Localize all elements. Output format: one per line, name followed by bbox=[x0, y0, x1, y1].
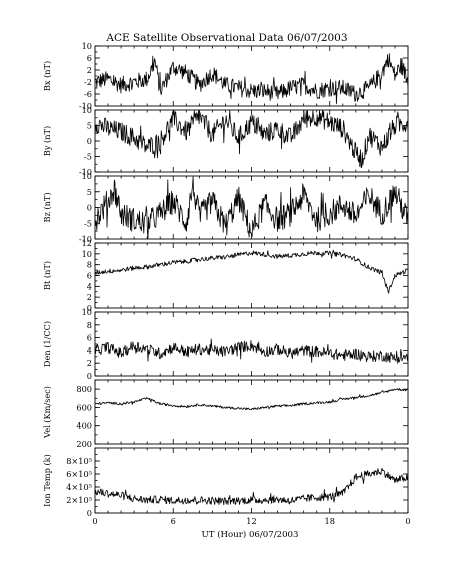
panel-temp-ytick-label: 2×10⁵ bbox=[66, 495, 92, 505]
panel-vel-trace bbox=[94, 388, 409, 411]
panel-bt-ytick-label: 8 bbox=[87, 260, 92, 270]
panel-den-ylabel: Den (1/CC) bbox=[42, 321, 52, 367]
panel-temp-ytick-label: 4×10⁵ bbox=[66, 482, 92, 492]
panel-bx-ylabel: Bx (nT) bbox=[42, 61, 52, 91]
panel-den-ytick-label: 8 bbox=[87, 320, 92, 330]
panel-bz-ytick-label: 10 bbox=[82, 171, 92, 181]
panel-bz-ytick-label: 0 bbox=[87, 203, 92, 213]
panel-temp-ytick-label: 6×10⁵ bbox=[66, 469, 92, 479]
panel-by-ytick-label: -10 bbox=[79, 167, 92, 177]
panel-bx: -10 -6 -2 2 6 10 Bx (nT) bbox=[42, 41, 409, 111]
panel-by-ylabel: By (nT) bbox=[42, 126, 52, 156]
panel-vel: 200 400 600 800 Vel (Km/sec) bbox=[42, 379, 409, 449]
panel-temp-ytick-label: 8×10⁵ bbox=[66, 456, 92, 466]
x-axis-label: UT (Hour) 06/07/2003 bbox=[202, 529, 299, 540]
panel-by: -10 -5 0 5 10 By (nT) bbox=[42, 105, 409, 177]
x-tick-label: 18 bbox=[325, 516, 335, 526]
panel-bz-ylabel: Bz (nT) bbox=[42, 192, 52, 222]
panel-by-ytick-label: 5 bbox=[87, 121, 92, 131]
panel-den-ytick-label: 6 bbox=[87, 333, 92, 343]
panel-vel-ylabel: Vel (Km/sec) bbox=[42, 386, 52, 439]
panels: -10 -6 -2 2 6 10 Bx (nT) -10 -5 0 5 10 By (nT) -10 -5 0… bbox=[42, 41, 409, 518]
panel-vel-ytick-label: 800 bbox=[76, 384, 92, 394]
panel-bt-ytick-label: 4 bbox=[87, 281, 92, 291]
panel-den-trace bbox=[94, 338, 409, 364]
panel-bx-ytick-label: -6 bbox=[84, 89, 92, 99]
panel-bx-ytick-label: 2 bbox=[87, 65, 92, 75]
panel-bz-ytick-label: -10 bbox=[79, 234, 92, 244]
panel-bt-frame bbox=[94, 242, 409, 309]
panel-den-ytick-label: 2 bbox=[87, 358, 92, 368]
panel-by-trace bbox=[94, 110, 409, 168]
panel-temp-ytick-label: 0 bbox=[87, 508, 92, 518]
panel-temp-ylabel: Ion Temp (k) bbox=[42, 454, 52, 507]
x-tick-label: 0 bbox=[92, 516, 97, 526]
panel-bt-ytick-label: 0 bbox=[87, 303, 92, 313]
x-tick-label: 6 bbox=[171, 516, 176, 526]
panel-bt-ytick-label: 2 bbox=[87, 292, 92, 302]
panel-bz-ytick-label: -5 bbox=[84, 218, 92, 228]
chart-title: ACE Satellite Observational Data 06/07/2… bbox=[105, 32, 347, 44]
panel-vel-frame bbox=[94, 379, 409, 445]
x-axis: 0 6 12 18 0 bbox=[92, 516, 410, 526]
panel-den-ytick-label: 0 bbox=[87, 371, 92, 381]
panel-bz: -10 -5 0 5 10 Bz (nT) bbox=[42, 171, 409, 244]
panel-temp-frame bbox=[94, 447, 409, 514]
panel-bz-trace bbox=[94, 176, 409, 239]
panel-bx-ytick-label: -10 bbox=[79, 101, 92, 111]
panel-bt-ytick-label: 12 bbox=[82, 238, 92, 248]
panel-bx-ytick-label: 6 bbox=[87, 53, 92, 63]
panel-bx-ytick-label: 10 bbox=[82, 41, 92, 51]
panel-vel-ytick-label: 400 bbox=[76, 421, 92, 431]
panel-den-ytick-label: 4 bbox=[87, 345, 92, 355]
panel-temp: 0 2×10⁵ 4×10⁵ 6×10⁵ 8×10⁵ Ion Temp (k) bbox=[42, 447, 409, 518]
panel-vel-ytick-label: 200 bbox=[76, 439, 92, 449]
x-tick-label: 0 bbox=[405, 516, 410, 526]
panel-temp-trace bbox=[94, 468, 409, 506]
panel-bx-trace bbox=[94, 53, 409, 105]
panel-bt-ytick-label: 6 bbox=[87, 271, 92, 281]
panel-bt-ylabel: Bt (nT) bbox=[42, 261, 52, 290]
panel-den: 0 2 4 6 8 10 Den (1/CC) bbox=[42, 307, 409, 381]
panel-bt-ytick-label: 10 bbox=[82, 249, 92, 259]
panel-bx-ytick-label: -2 bbox=[84, 77, 92, 87]
panel-bt-trace bbox=[94, 249, 409, 294]
panel-by-ytick-label: 10 bbox=[82, 105, 92, 115]
panel-den-ytick-label: 10 bbox=[82, 307, 92, 317]
x-tick-label: 12 bbox=[246, 516, 256, 526]
panel-by-ytick-label: -5 bbox=[84, 152, 92, 162]
panel-vel-ytick-label: 600 bbox=[76, 402, 92, 412]
panel-bz-ytick-label: 5 bbox=[87, 187, 92, 197]
panel-by-ytick-label: 0 bbox=[87, 136, 92, 146]
